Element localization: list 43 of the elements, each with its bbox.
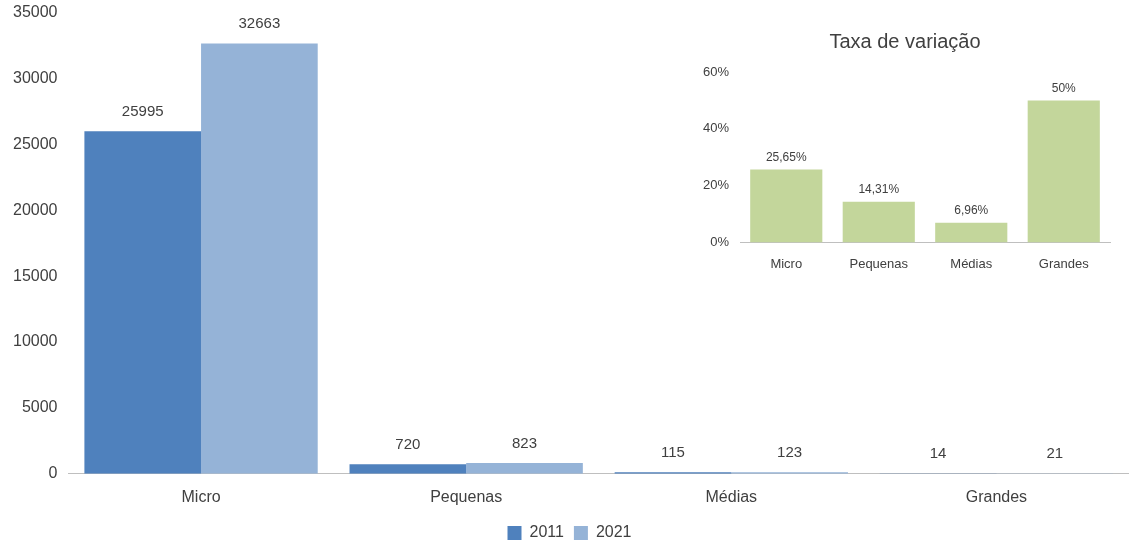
bar bbox=[750, 169, 823, 243]
data-label: 720 bbox=[395, 434, 421, 452]
data-label: 25,65% bbox=[765, 149, 807, 164]
x-tick-label: Grandes bbox=[965, 487, 1028, 505]
bar bbox=[935, 222, 1008, 243]
y-tick-label: 35000 bbox=[12, 3, 58, 21]
y-tick-label: 10000 bbox=[12, 332, 58, 350]
y-tick-label: 40% bbox=[702, 120, 730, 136]
bar bbox=[201, 43, 318, 474]
data-label: 32663 bbox=[238, 14, 281, 32]
bar bbox=[842, 201, 915, 243]
y-tick-label: 5000 bbox=[21, 398, 58, 416]
data-label: 25995 bbox=[121, 101, 164, 119]
data-label: 21 bbox=[1046, 444, 1064, 462]
data-label: 6,96% bbox=[954, 202, 989, 217]
x-tick-label: Grandes bbox=[1038, 255, 1090, 271]
y-tick-label: 30000 bbox=[12, 68, 58, 86]
x-tick-label: Médias bbox=[950, 255, 993, 271]
legend-label: 2021 bbox=[595, 523, 632, 541]
bar bbox=[349, 464, 467, 474]
x-tick-label: Micro bbox=[770, 255, 803, 271]
data-label: 14 bbox=[929, 444, 947, 462]
y-tick-label: 0 bbox=[48, 464, 58, 482]
bar bbox=[1027, 100, 1100, 243]
y-tick-label: 20000 bbox=[12, 200, 58, 218]
x-tick-label: Pequenas bbox=[849, 255, 909, 271]
data-label: 50% bbox=[1051, 80, 1077, 95]
x-tick-label: Médias bbox=[705, 487, 758, 505]
legend-label: 2011 bbox=[529, 523, 565, 541]
bar bbox=[466, 462, 583, 474]
chart-title: Taxa de variação bbox=[829, 29, 981, 52]
data-label: 14,31% bbox=[858, 182, 900, 197]
y-tick-label: 15000 bbox=[12, 266, 58, 284]
data-label: 123 bbox=[777, 442, 803, 460]
x-tick-label: Pequenas bbox=[430, 487, 503, 505]
data-label: 115 bbox=[661, 442, 685, 460]
data-label: 823 bbox=[511, 433, 538, 451]
y-tick-label: 0% bbox=[710, 233, 730, 249]
y-tick-label: 20% bbox=[702, 177, 730, 193]
x-tick-label: Micro bbox=[181, 487, 221, 505]
bar bbox=[84, 131, 202, 474]
y-tick-label: 60% bbox=[702, 63, 730, 79]
y-tick-label: 25000 bbox=[12, 134, 58, 152]
